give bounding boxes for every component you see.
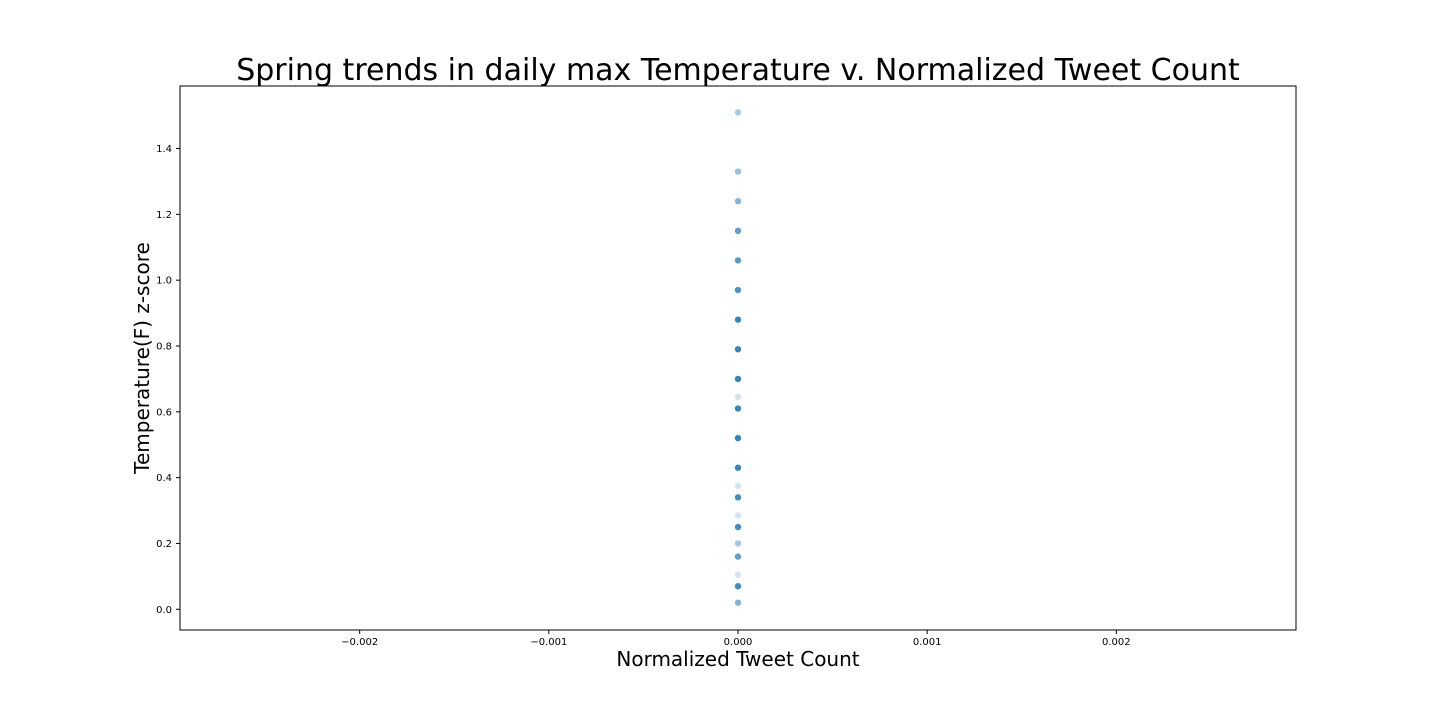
- y-tick-label: 0.8: [156, 341, 172, 352]
- y-tick-label: 1.0: [156, 276, 172, 287]
- x-tick-label: 0.002: [1102, 637, 1131, 648]
- scatter-point-15: [734, 512, 742, 519]
- scatter-point-7: [734, 346, 742, 353]
- x-tick-label: 0.000: [724, 637, 753, 648]
- scatter-point-13: [734, 482, 742, 490]
- scatter-point-6: [734, 316, 742, 323]
- scatter-point-18: [734, 553, 742, 560]
- scatter-point-1: [734, 168, 742, 175]
- scatter-point-12: [734, 464, 742, 471]
- y-tick-label: 0.6: [156, 407, 172, 418]
- x-axis-label: Normalized Tweet Count: [616, 647, 859, 671]
- scatter-point-19: [734, 571, 742, 578]
- points-layer: [734, 109, 742, 606]
- x-tick-label: −0.002: [341, 637, 378, 648]
- scatter-point-2: [734, 197, 742, 205]
- x-tick-label: 0.001: [913, 637, 942, 648]
- y-axis-label: Temperature(F) z-score: [130, 242, 154, 475]
- y-axis-ticks: 0.0 0.2 0.4 0.6 0.8 1.0 1.2 1.4: [156, 144, 180, 616]
- y-tick-label: 0.4: [156, 473, 172, 484]
- scatter-point-14: [734, 494, 742, 501]
- y-tick-label: 1.2: [156, 210, 172, 221]
- scatter-point-4: [734, 257, 742, 264]
- scatter-point-0: [734, 109, 742, 116]
- chart-title: Spring trends in daily max Temperature v…: [236, 53, 1240, 88]
- y-tick-label: 0.2: [156, 539, 172, 550]
- scatter-point-17: [734, 540, 742, 547]
- y-tick-label: 1.4: [156, 144, 172, 155]
- y-tick-label: 0.0: [156, 605, 172, 616]
- scatter-point-3: [734, 227, 742, 235]
- scatter-point-21: [734, 599, 742, 606]
- scatter-point-9: [734, 393, 742, 401]
- x-axis-ticks: −0.002 −0.001 0.000 0.001 0.002: [341, 630, 1131, 648]
- scatter-point-20: [734, 583, 742, 590]
- scatter-point-16: [734, 523, 742, 531]
- scatter-point-11: [734, 434, 742, 442]
- scatter-point-5: [734, 286, 742, 294]
- scatter-point-8: [734, 375, 742, 383]
- scatter-point-10: [734, 405, 742, 412]
- x-tick-label: −0.001: [530, 637, 567, 648]
- plot-frame: [179, 85, 1297, 631]
